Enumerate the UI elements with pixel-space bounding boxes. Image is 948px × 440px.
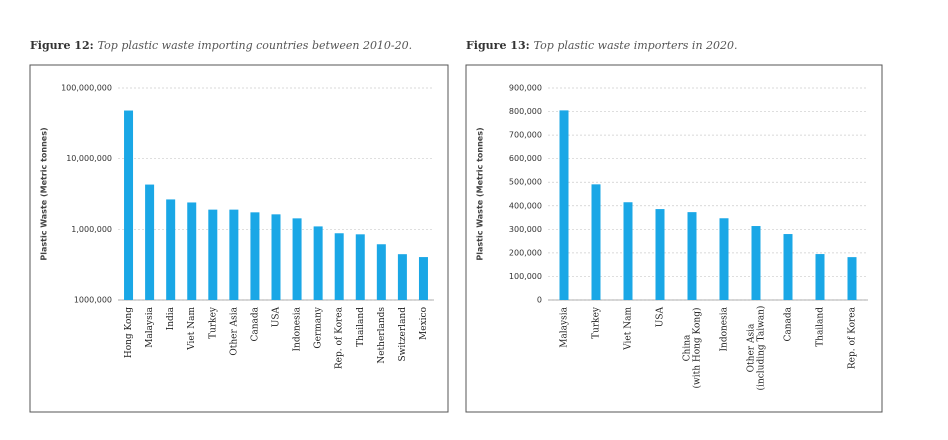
title-text: Top plastic waste importing countries be…	[98, 39, 412, 52]
x-tick-label: Canada	[784, 306, 794, 341]
x-tick-label: Hong Kong	[124, 307, 134, 358]
bar	[397, 254, 407, 300]
x-tick-label: Germany	[314, 306, 324, 349]
y-tick-label: 1000,000	[74, 296, 112, 305]
x-tick-label: (with Hong Kong)	[692, 307, 703, 388]
y-tick-label: 800,000	[509, 107, 542, 116]
x-tick-label: India	[166, 306, 176, 330]
chart-title: Figure 13: Top plastic waste importers in…	[466, 39, 738, 52]
bar	[559, 110, 569, 300]
bar	[655, 209, 665, 300]
x-tick-label: Viet Nam	[187, 307, 197, 351]
x-tick-label: Other Asia	[747, 323, 757, 372]
bar	[751, 226, 761, 300]
x-tick-label: Turkey	[208, 306, 218, 339]
bar	[145, 184, 155, 300]
y-tick-label: 100,000	[509, 272, 542, 281]
title-label: Figure 13:	[466, 39, 530, 52]
x-tick-label: (including Taiwan)	[756, 306, 767, 391]
bar	[355, 234, 365, 300]
y-tick-label: 1,000,000	[71, 225, 112, 234]
y-tick-label: 400,000	[509, 201, 542, 210]
x-tick-label: Thailand	[816, 307, 826, 347]
bar	[166, 199, 176, 300]
x-tick-label: China	[683, 334, 693, 361]
x-tick-label: Mexico	[419, 307, 429, 340]
x-tick-label: Switzerland	[398, 307, 408, 362]
y-tick-label: 500,000	[509, 178, 542, 187]
bar	[591, 184, 601, 300]
y-tick-label: 100,000,000	[61, 84, 112, 93]
bar	[250, 212, 260, 300]
y-tick-label: 0	[537, 296, 542, 305]
x-tick-label: Viet Nam	[624, 307, 634, 351]
x-tick-label: Indonesia	[720, 306, 730, 351]
x-tick-label: USA	[656, 306, 666, 327]
bar	[418, 257, 428, 300]
bar	[229, 209, 239, 300]
bar	[687, 212, 697, 300]
x-tick-label: Netherlands	[377, 307, 387, 364]
bar	[623, 202, 633, 300]
x-tick-label: Malaysia	[145, 306, 155, 347]
x-tick-label: Other Asia	[229, 306, 239, 355]
x-tick-label: Rep. of Korea	[848, 306, 858, 369]
bar	[124, 110, 134, 300]
x-tick-label: Indonesia	[293, 306, 303, 351]
title-text: Top plastic waste importers in 2020.	[534, 39, 738, 52]
bar	[719, 218, 729, 300]
bar	[187, 202, 197, 300]
x-tick-label: USA	[272, 306, 282, 327]
bar	[334, 233, 344, 300]
bar	[271, 214, 281, 300]
x-tick-label: Canada	[250, 306, 260, 341]
y-axis-label: Plastic Waste (Metric tonnes)	[40, 127, 49, 260]
y-tick-label: 600,000	[509, 154, 542, 163]
bar	[376, 244, 386, 300]
title-label: Figure 12:	[30, 39, 94, 52]
chart-title: Figure 12: Top plastic waste importing co…	[30, 39, 412, 52]
y-tick-label: 900,000	[509, 84, 542, 93]
chart-frame	[29, 64, 449, 413]
x-tick-label: Rep. of Korea	[335, 306, 345, 369]
y-tick-label: 300,000	[509, 225, 542, 234]
y-tick-label: 200,000	[509, 248, 542, 257]
x-tick-label: Thailand	[356, 307, 366, 347]
bar	[313, 226, 323, 300]
bar	[292, 218, 302, 300]
x-tick-label: Malaysia	[560, 306, 570, 347]
bar	[815, 254, 825, 300]
bar	[783, 234, 793, 300]
bar	[847, 257, 857, 300]
y-tick-label: 700,000	[509, 131, 542, 140]
bar	[208, 209, 218, 300]
y-tick-label: 10,000,000	[66, 154, 112, 163]
y-axis-label: Plastic Waste (Metric tonnes)	[476, 127, 485, 260]
chart-frame	[465, 64, 883, 413]
x-tick-label: Turkey	[592, 306, 602, 339]
